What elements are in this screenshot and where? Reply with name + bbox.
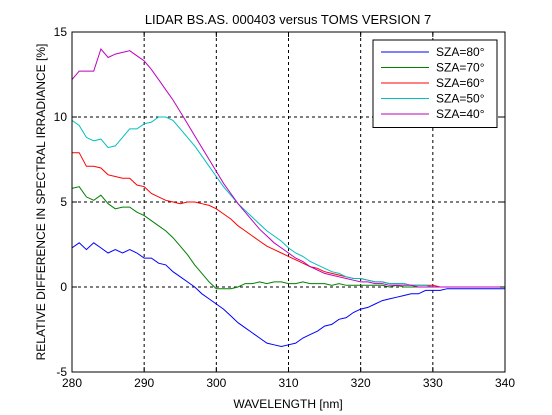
x-axis-label: WAVELENGTH [nm] (233, 397, 342, 411)
x-tick-label: 310 (278, 376, 298, 390)
legend-label: SZA=70° (436, 61, 485, 75)
legend-label: SZA=50° (436, 92, 485, 106)
legend: SZA=80° SZA=70°SZA=60° SZA=50°SZA=40° (372, 39, 498, 128)
series-line-sza-80 (71, 242, 505, 348)
y-axis-label: RELATIVE DIFFERENCE IN SPECTRAL IRRADIAN… (34, 44, 48, 361)
y-tick-label: 5 (60, 195, 67, 209)
x-tick-label: 340 (495, 376, 515, 390)
legend-label: SZA=80° (436, 45, 485, 59)
legend-label: SZA=40° (436, 107, 485, 121)
x-tick-label: 320 (351, 376, 371, 390)
y-tick-label: 15 (54, 25, 68, 39)
x-tick-label: 280 (62, 376, 82, 390)
x-tick-label: 330 (423, 376, 443, 390)
chart-title: LIDAR BS.AS. 000403 versus TOMS VERSION … (145, 12, 431, 27)
x-tick-label: 290 (134, 376, 154, 390)
y-tick-label: 10 (54, 110, 68, 124)
x-tick-label: 300 (206, 376, 226, 390)
series-line-sza-40 (71, 47, 505, 288)
legend-box (372, 39, 498, 128)
series-line-sza-60 (72, 152, 505, 288)
series-group (71, 47, 505, 348)
y-tick-label: 0 (60, 280, 67, 294)
axis-ticks: 280 290 300 310 320 330 340 -5 0 5 10 15 (54, 25, 516, 390)
y-tick-label: -5 (56, 365, 67, 379)
legend-label: SZA=60° (436, 76, 485, 90)
